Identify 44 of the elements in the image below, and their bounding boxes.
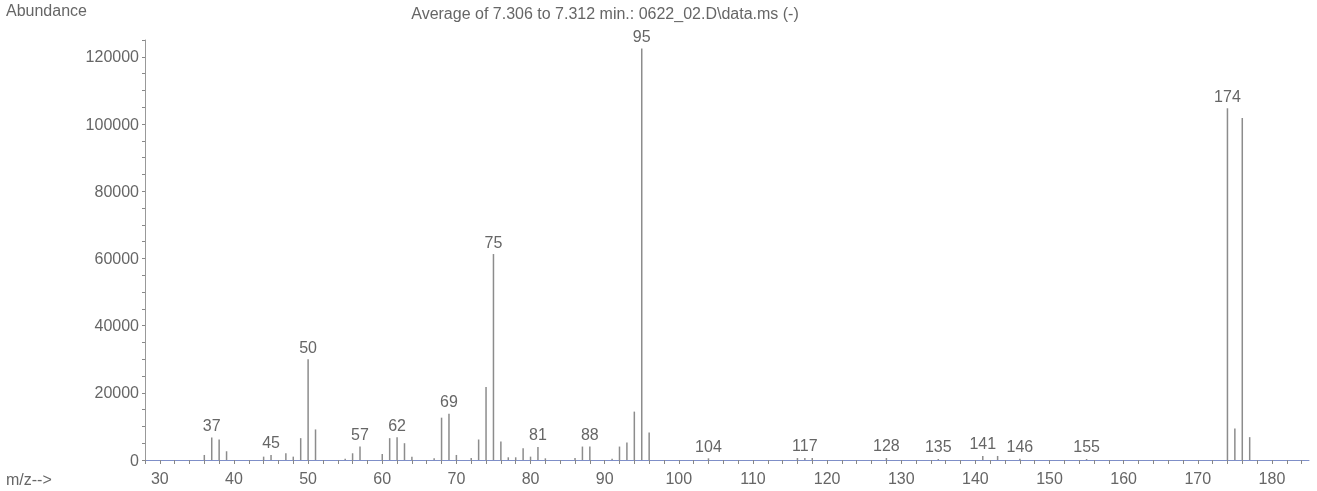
y-tick-label: 20000 — [94, 384, 140, 402]
x-tick-label: 110 — [740, 469, 766, 487]
annotation: 50 — [299, 338, 318, 356]
annotation: 117 — [792, 437, 818, 455]
x-tick-label: 120 — [813, 469, 841, 487]
x-tick-label: 160 — [1110, 469, 1138, 487]
annotation: 104 — [695, 437, 722, 455]
annotation: 37 — [202, 416, 221, 434]
y-tick-label: 0 — [130, 451, 140, 469]
x-tick-label: 170 — [1184, 469, 1212, 487]
annotation: 141 — [969, 435, 997, 453]
y-tick-label: 80000 — [94, 182, 140, 200]
x-tick-label: 180 — [1258, 469, 1286, 487]
annotation: 88 — [580, 426, 599, 444]
annotation: 45 — [262, 434, 281, 452]
x-tick-label: 100 — [665, 469, 693, 487]
x-tick-label: 150 — [1036, 469, 1063, 487]
annotation: 146 — [1006, 438, 1034, 456]
x-tick-label: 130 — [887, 469, 915, 487]
x-tick-label: 90 — [595, 469, 614, 487]
annotation: 135 — [924, 438, 952, 456]
y-tick-label: 60000 — [94, 249, 140, 267]
y-tick-label: 100000 — [85, 115, 140, 133]
annotation: 128 — [873, 437, 900, 455]
x-tick-label: 30 — [150, 469, 169, 487]
annotation: 95 — [632, 27, 651, 45]
y-tick-label: 120000 — [85, 48, 140, 66]
x-tick-label: 50 — [299, 469, 318, 487]
annotation: 155 — [1073, 438, 1101, 456]
x-tick-label: 60 — [373, 469, 392, 487]
y-axis-title: Abundance — [6, 1, 88, 19]
x-tick-label: 70 — [447, 469, 466, 487]
annotation: 75 — [484, 233, 503, 251]
annotation: 69 — [440, 393, 458, 411]
annotation: 174 — [1214, 87, 1241, 105]
x-tick-label: 80 — [521, 469, 540, 487]
annotation: 62 — [388, 416, 407, 434]
x-axis-title: m/z--> — [6, 470, 52, 488]
y-tick-label: 40000 — [94, 317, 140, 335]
annotation: 81 — [529, 426, 547, 444]
chart-title: Average of 7.306 to 7.312 min.: 0622_02.D\data.ms (-) — [411, 4, 799, 23]
x-tick-label: 40 — [225, 469, 243, 487]
x-tick-label: 140 — [962, 469, 989, 487]
annotation: 57 — [351, 426, 370, 444]
